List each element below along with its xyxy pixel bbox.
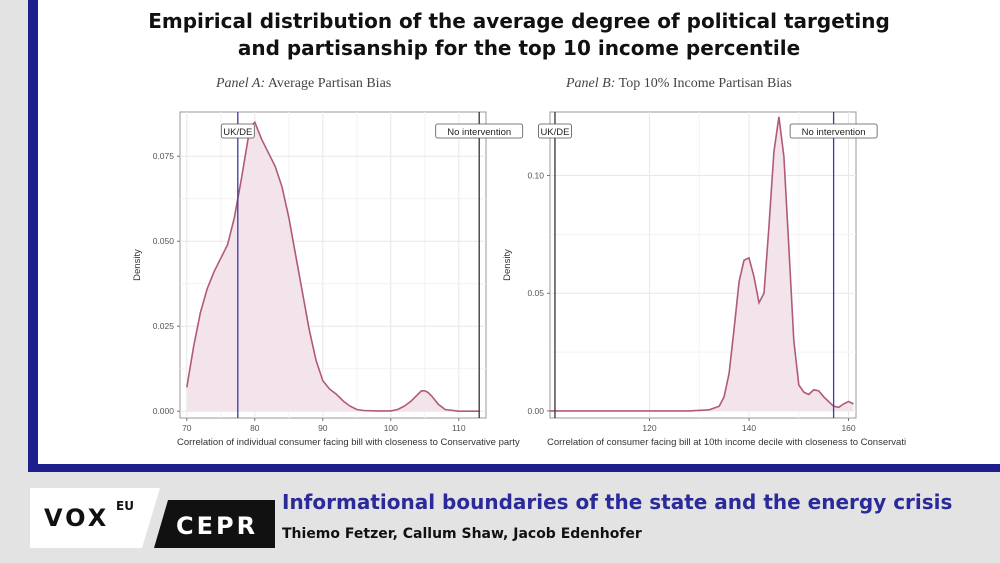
panel-b-ytick-label: 0.10 <box>527 171 544 181</box>
cepr-logo-text: CEPR <box>176 512 258 540</box>
panel-b-ytick-label: 0.00 <box>527 406 544 416</box>
panel-a-vline-label-box-1 <box>435 123 524 139</box>
panel-b-chart: UK/DE No intervention 120 140 160 0.00 0.05 0.1… <box>502 111 906 448</box>
eu-logo-text: EU <box>116 499 134 513</box>
panel-b-xtick-label: 140 <box>742 423 756 433</box>
panel-b-xlabel: Correlation of consumer facing bill at 1… <box>547 437 906 448</box>
panel-a-xtick-label: 80 <box>250 423 260 433</box>
voxeu-cepr-logo: VOX EU CEPR <box>30 488 275 548</box>
panel-b-xtick-label: 120 <box>642 423 656 433</box>
panel-b-vline-label-text-0: UK/DE <box>540 127 569 138</box>
panel-b-xtick-label: 160 <box>841 423 855 433</box>
panel-b-ylabel: Density <box>502 249 513 281</box>
panel-a-xtick-label: 70 <box>182 423 192 433</box>
panel-a-title: Panel A: Average Partisan Bias <box>216 76 391 92</box>
panel-a-label: Panel A: <box>216 76 266 91</box>
title-line-2: and partisanship for the top 10 income p… <box>237 36 801 60</box>
panel-a-ytick-label: 0.000 <box>153 406 175 416</box>
panel-a-xtick-label: 100 <box>384 423 398 433</box>
panel-b-title: Panel B: Top 10% Income Partisan Bias <box>566 76 792 92</box>
panel-a-ylabel: Density <box>132 249 143 281</box>
panel-a-vline-label-box-0 <box>220 123 255 139</box>
panel-a-vline-label-0: UK/DE <box>220 123 255 139</box>
panel-b-density-line <box>550 116 854 412</box>
panel-a-xtick-label: 90 <box>318 423 328 433</box>
footer-title: Informational boundaries of the state an… <box>282 490 953 514</box>
panel-a-xlabel: Correlation of individual consumer facin… <box>177 437 520 448</box>
footer-authors: Thiemo Fetzer, Callum Shaw, Jacob Edenho… <box>282 526 642 542</box>
panel-b-plot-frame <box>549 111 857 419</box>
vox-logo-bg <box>30 488 160 548</box>
panel-b-vline-label-box-0 <box>538 123 572 139</box>
title-line-1: Empirical distribution of the average de… <box>148 9 890 33</box>
panel-a-chart: UK/DE No intervention 70 80 90 100 110 0.000 0.0… <box>132 111 524 448</box>
panel-a-ytick-label: 0.025 <box>153 321 175 331</box>
panel-b-name: Top 10% Income Partisan Bias <box>618 76 792 91</box>
panel-b-density-area <box>550 116 854 411</box>
panel-b-vline-label-text-1: No intervention <box>802 127 866 138</box>
panel-a-vline-label-text-0: UK/DE <box>223 127 252 138</box>
cepr-logo-bg <box>154 500 275 548</box>
panel-b-vline-label-1: No intervention <box>789 123 878 139</box>
panel-b-label: Panel B: <box>566 76 616 91</box>
main-title: Empirical distribution of the average de… <box>38 8 1000 62</box>
panel-a-ytick-label: 0.075 <box>153 151 175 161</box>
panel-b-vline-label-box-1 <box>789 123 878 139</box>
panel-a-density-line <box>186 120 480 412</box>
panel-a-ytick-label: 0.050 <box>153 236 175 246</box>
panel-a-density-area <box>186 122 480 412</box>
panel-b-ytick-label: 0.05 <box>527 288 544 298</box>
vox-logo-text: VOX <box>44 504 109 532</box>
panel-a-name: Average Partisan Bias <box>267 76 392 91</box>
panel-a-vline-label-text-1: No intervention <box>447 127 511 138</box>
panel-a-vline-label-1: No intervention <box>435 123 524 139</box>
panel-a-xtick-label: 110 <box>452 423 466 433</box>
panel-b-vline-label-0: UK/DE <box>538 123 572 139</box>
